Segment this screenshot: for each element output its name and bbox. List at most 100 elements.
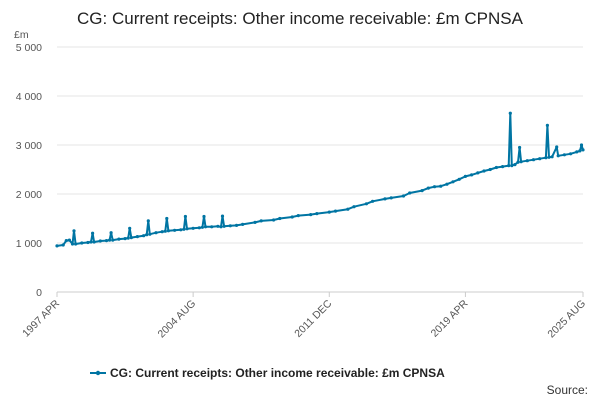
data-point — [476, 171, 480, 175]
x-tick-label: 2025 AUG — [545, 298, 588, 341]
data-point — [510, 164, 514, 168]
data-point — [74, 242, 78, 246]
data-point — [126, 236, 130, 240]
data-point — [183, 214, 187, 219]
data-point — [544, 156, 548, 160]
data-point — [55, 244, 59, 248]
x-tick-label: 2011 DEC — [292, 297, 334, 339]
data-point — [470, 173, 474, 177]
data-point — [513, 163, 517, 167]
data-point — [163, 229, 167, 233]
data-point — [290, 215, 294, 219]
data-point — [531, 158, 536, 162]
data-point — [501, 165, 505, 169]
data-point — [389, 196, 393, 200]
data-point — [89, 240, 93, 244]
data-point — [272, 218, 276, 222]
data-point — [202, 214, 206, 219]
data-point — [547, 155, 551, 159]
data-point — [191, 226, 195, 230]
data-point — [569, 152, 573, 156]
data-point — [154, 231, 158, 235]
data-point — [516, 160, 520, 164]
data-point — [352, 205, 356, 209]
data-point — [439, 184, 443, 188]
legend-swatch-marker — [95, 370, 101, 376]
data-point — [581, 148, 585, 152]
source-label: Source: — [547, 383, 588, 397]
data-point — [222, 224, 226, 228]
data-point — [278, 216, 282, 221]
data-point — [383, 197, 387, 201]
data-point — [72, 229, 76, 233]
data-point — [371, 199, 375, 203]
chart-title: CG: Current receipts: Other income recei… — [77, 9, 524, 28]
data-point — [104, 239, 109, 243]
data-point — [494, 165, 498, 170]
data-point — [145, 233, 149, 237]
grid — [57, 46, 583, 293]
data-point — [129, 236, 133, 240]
y-tick-label: 2 000 — [16, 189, 42, 201]
data-point — [166, 229, 170, 233]
x-tick-label: 1997 APR — [20, 297, 62, 339]
data-point — [562, 153, 567, 157]
data-point — [259, 219, 263, 223]
y-tick-label: 4 000 — [16, 91, 42, 103]
data-point — [408, 191, 412, 195]
data-point — [203, 225, 208, 229]
y-tick-label: 3 000 — [16, 140, 42, 152]
data-point — [507, 164, 511, 168]
data-point — [518, 145, 522, 150]
data-point — [92, 240, 96, 244]
x-tick-label: 2019 APR — [429, 297, 471, 339]
data-point — [142, 234, 146, 238]
data-point — [197, 226, 201, 230]
data-point — [538, 157, 542, 161]
data-point — [182, 227, 186, 231]
data-point — [451, 180, 455, 184]
data-point — [219, 225, 223, 229]
data-point — [508, 111, 512, 115]
x-axis: 1997 APR 2004 AUG 2011 DEC 2019 APR 2025 AUG — [20, 292, 588, 340]
data-point — [550, 155, 554, 159]
data-point — [234, 223, 239, 227]
data-point — [445, 182, 449, 186]
data-point — [241, 222, 245, 226]
data-point — [519, 160, 523, 164]
data-point — [432, 185, 437, 189]
data-point — [148, 232, 152, 236]
legend-item-label: CG: Current receipts: Other income recei… — [110, 366, 445, 380]
data-point — [91, 231, 95, 235]
legend: CG: Current receipts: Other income recei… — [90, 366, 445, 380]
series-line — [56, 112, 584, 247]
data-point — [457, 177, 461, 181]
data-point — [253, 220, 257, 224]
data-point — [179, 228, 183, 232]
data-point — [420, 189, 424, 193]
data-point — [185, 227, 189, 231]
data-point — [555, 145, 559, 149]
data-point — [67, 238, 71, 242]
data-point — [296, 214, 300, 218]
data-point — [228, 224, 232, 228]
data-point — [128, 226, 132, 230]
data-point — [333, 209, 338, 213]
data-point — [61, 243, 65, 247]
data-point — [64, 239, 68, 243]
data-point — [556, 154, 560, 158]
data-point — [200, 225, 204, 229]
data-point — [160, 230, 164, 234]
data-point — [579, 143, 584, 147]
y-tick-label: 1 000 — [16, 238, 42, 250]
data-point — [309, 213, 313, 217]
data-point — [210, 225, 214, 229]
data-point — [173, 228, 177, 232]
data-point — [165, 216, 169, 221]
data-point — [315, 212, 319, 216]
data-point — [108, 238, 112, 242]
data-point — [117, 237, 121, 241]
data-point — [80, 241, 84, 245]
y-axis: 0 1 000 2 000 3 000 4 000 5 000 — [16, 42, 42, 299]
